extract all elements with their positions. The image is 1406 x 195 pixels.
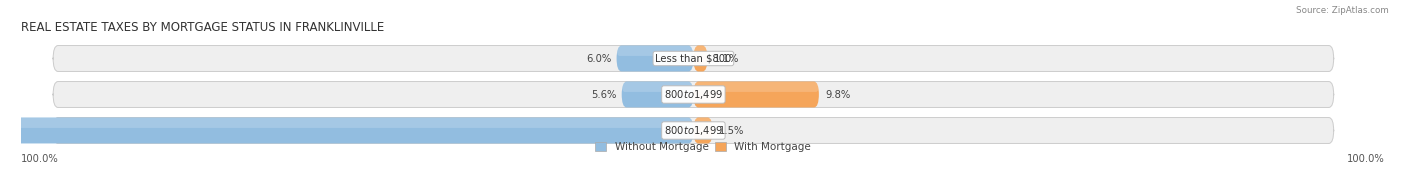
FancyBboxPatch shape [693,82,818,107]
Text: 1.1%: 1.1% [714,53,740,64]
Text: 6.0%: 6.0% [586,53,612,64]
FancyBboxPatch shape [53,118,1334,144]
FancyBboxPatch shape [621,82,693,92]
Text: REAL ESTATE TAXES BY MORTGAGE STATUS IN FRANKLINVILLE: REAL ESTATE TAXES BY MORTGAGE STATUS IN … [21,21,384,34]
Text: $800 to $1,499: $800 to $1,499 [664,124,723,137]
FancyBboxPatch shape [693,118,713,144]
Text: Source: ZipAtlas.com: Source: ZipAtlas.com [1296,6,1389,15]
Text: $800 to $1,499: $800 to $1,499 [664,88,723,101]
FancyBboxPatch shape [0,118,693,144]
FancyBboxPatch shape [0,118,693,128]
Text: 1.5%: 1.5% [718,126,744,136]
FancyBboxPatch shape [617,46,693,71]
Text: 9.8%: 9.8% [825,90,851,99]
Legend: Without Mortgage, With Mortgage: Without Mortgage, With Mortgage [591,138,815,156]
FancyBboxPatch shape [53,82,1334,107]
Text: 100.0%: 100.0% [1347,153,1385,164]
Text: 5.6%: 5.6% [591,90,617,99]
FancyBboxPatch shape [693,82,818,92]
FancyBboxPatch shape [693,46,707,56]
FancyBboxPatch shape [693,46,707,71]
FancyBboxPatch shape [53,46,1334,71]
Text: Less than $800: Less than $800 [655,53,731,64]
FancyBboxPatch shape [617,46,693,56]
FancyBboxPatch shape [693,118,713,128]
FancyBboxPatch shape [621,82,693,107]
Text: 100.0%: 100.0% [21,153,59,164]
